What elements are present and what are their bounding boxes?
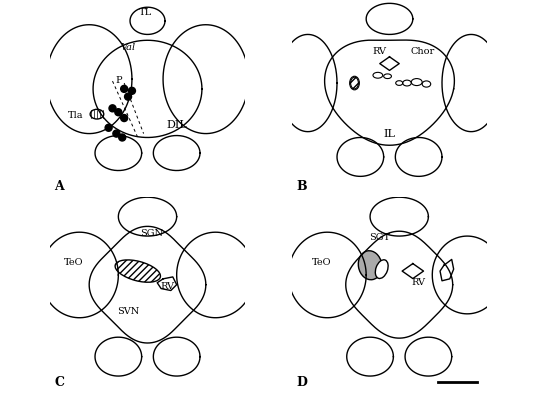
Circle shape [128, 87, 135, 94]
Text: SGN: SGN [140, 229, 163, 238]
Text: IL: IL [383, 129, 395, 140]
Text: B: B [296, 180, 307, 193]
Circle shape [125, 93, 132, 100]
Circle shape [115, 109, 122, 116]
Text: D: D [296, 376, 307, 389]
Text: TeO: TeO [311, 258, 331, 267]
Circle shape [113, 130, 120, 137]
Text: DIL: DIL [166, 120, 187, 130]
Text: Chor: Chor [410, 47, 434, 56]
Circle shape [109, 105, 116, 112]
Ellipse shape [115, 260, 161, 282]
Circle shape [105, 124, 112, 131]
Text: C: C [54, 376, 64, 389]
Text: SVN: SVN [117, 307, 139, 316]
Text: A: A [54, 180, 64, 193]
Polygon shape [157, 277, 177, 290]
Text: TL: TL [139, 8, 152, 17]
Ellipse shape [358, 251, 382, 280]
Polygon shape [440, 259, 454, 281]
Text: RV: RV [373, 47, 387, 56]
Text: Val: Val [120, 43, 136, 52]
Text: RV: RV [160, 281, 174, 290]
Text: RV: RV [412, 278, 426, 286]
Circle shape [121, 85, 128, 92]
Text: SGT: SGT [369, 233, 390, 242]
Text: TeO: TeO [64, 258, 83, 267]
Circle shape [119, 134, 126, 141]
Circle shape [121, 114, 128, 121]
Ellipse shape [375, 260, 388, 279]
Text: P: P [115, 76, 122, 85]
Text: Tla: Tla [68, 111, 83, 120]
